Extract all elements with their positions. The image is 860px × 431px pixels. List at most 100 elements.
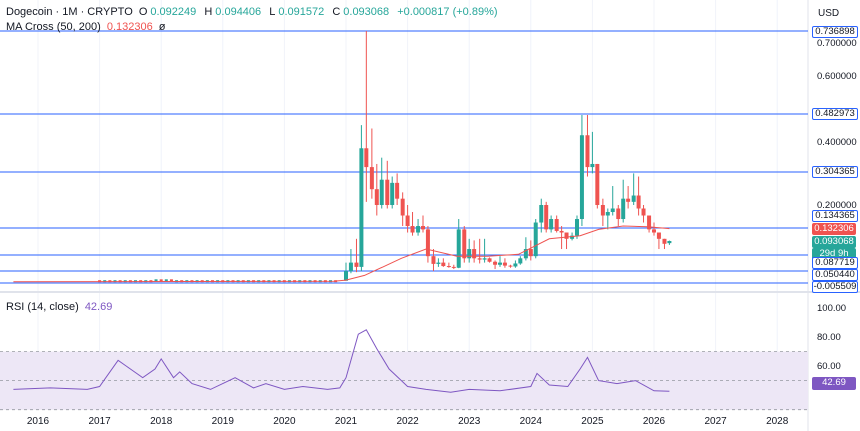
rsi-line	[13, 329, 670, 393]
x-tick-label: 2020	[273, 416, 296, 427]
y-tick-label: 0.600000	[817, 71, 857, 82]
candle	[621, 198, 626, 220]
candle	[585, 135, 590, 168]
candle	[369, 167, 374, 190]
candle	[600, 205, 605, 216]
candle	[169, 279, 173, 282]
candle	[462, 229, 467, 259]
candle	[348, 262, 353, 272]
x-tick-label: 2024	[520, 416, 543, 427]
candle	[467, 249, 472, 259]
candle	[400, 198, 405, 216]
candle	[354, 262, 359, 267]
x-tick-label: 2028	[766, 416, 789, 427]
x-tick-label: 2018	[150, 416, 173, 427]
candle	[477, 258, 482, 260]
candle	[528, 249, 533, 257]
price-tag: 0.093068	[812, 236, 856, 248]
candle	[544, 205, 549, 230]
candle	[498, 262, 502, 265]
candle	[518, 258, 523, 264]
candle	[554, 219, 559, 231]
close-value: 0.093068	[343, 6, 390, 18]
low-label: L	[269, 6, 276, 18]
currency-label[interactable]: USD	[818, 8, 840, 19]
candle	[502, 262, 507, 266]
candle	[605, 212, 610, 216]
price-tag: -0.005509	[812, 281, 858, 293]
candle	[385, 179, 390, 205]
candle	[590, 163, 595, 168]
close-label: C	[332, 6, 341, 18]
candle	[456, 229, 461, 268]
candle	[344, 271, 348, 281]
price-pane-bg	[0, 0, 808, 291]
candle	[579, 135, 584, 220]
candle	[410, 226, 415, 233]
candle	[390, 182, 395, 205]
candle	[539, 205, 544, 223]
candle	[549, 219, 554, 230]
candle	[662, 238, 667, 244]
open-value: 0.092249	[150, 6, 197, 18]
candle	[656, 232, 661, 239]
candle	[472, 249, 477, 259]
y-axis-ticks: 0.700000 0.600000 0.400000 0.200000 100.00 80…	[817, 38, 857, 372]
x-tick-label: 2021	[335, 416, 358, 427]
rsi-value: 42.69	[84, 301, 113, 313]
rsi-y-tick-label: 100.00	[817, 303, 846, 314]
candle	[626, 198, 631, 202]
rsi-label[interactable]: RSI (14, close)	[6, 301, 79, 313]
symbol-title[interactable]: Dogecoin · 1M · CRYPTO	[6, 6, 133, 18]
rsi-legend: RSI (14, close) 42.69	[6, 301, 115, 313]
candle	[154, 279, 158, 282]
candle	[616, 208, 621, 220]
change-value: +0.000817 (+0.89%)	[397, 6, 498, 18]
x-tick-label: 2022	[396, 416, 419, 427]
candle	[533, 222, 538, 257]
candle	[374, 189, 379, 205]
candle	[575, 219, 579, 236]
rsi-value-tag: 42.69	[812, 377, 856, 390]
y-tick-label: 0.700000	[817, 38, 857, 49]
price-tag: 0.132306	[812, 223, 856, 235]
candle	[482, 258, 487, 260]
x-tick-label: 2027	[704, 416, 727, 427]
rsi-pane	[0, 329, 808, 411]
high-label: H	[204, 6, 213, 18]
ma-label[interactable]: MA Cross (50, 200)	[6, 21, 101, 33]
open-label: O	[138, 6, 148, 18]
rsi-y-tick-label: 80.00	[817, 332, 841, 343]
grid	[37, 0, 778, 405]
ma-value: 0.132306	[106, 21, 153, 33]
candle	[436, 262, 441, 264]
candle	[667, 241, 672, 244]
candle	[513, 263, 518, 267]
ma-extra: ø	[158, 21, 166, 33]
candle	[487, 258, 492, 262]
price-tag: 0.050440	[812, 269, 858, 281]
candle	[395, 182, 400, 199]
price-tag: 0.482973	[812, 108, 858, 120]
candle	[405, 215, 410, 227]
price-tag: 0.304365	[812, 166, 858, 178]
ma-legend: MA Cross (50, 200) 0.132306 ø	[6, 21, 169, 33]
candle	[631, 195, 636, 202]
low-value: 0.091572	[278, 6, 325, 18]
price-tag: 0.134365	[812, 210, 858, 222]
candle	[164, 279, 168, 282]
candle	[595, 163, 600, 205]
candle	[425, 229, 430, 257]
candle	[652, 229, 656, 233]
candle	[364, 148, 369, 168]
candle	[493, 261, 498, 265]
chart-legend: Dogecoin · 1M · CRYPTO O 0.092249 H 0.0944…	[6, 6, 501, 18]
ma-line	[13, 225, 670, 283]
candle	[431, 256, 436, 264]
candle	[421, 226, 425, 230]
x-tick-label: 2019	[212, 416, 235, 427]
high-value: 0.094406	[215, 6, 262, 18]
candle	[441, 262, 446, 267]
horizontal-levels	[0, 30, 808, 284]
